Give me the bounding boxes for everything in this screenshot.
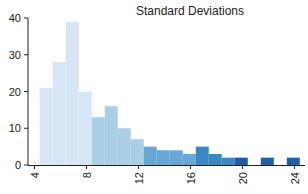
x-tick	[138, 165, 139, 169]
bar	[196, 147, 209, 165]
y-tick	[24, 128, 28, 129]
x-tick-label: 12	[133, 172, 145, 184]
bar	[131, 139, 144, 165]
bar	[40, 88, 53, 165]
bar	[287, 158, 300, 165]
title: Standard Deviations	[136, 4, 244, 18]
bar	[53, 62, 66, 165]
x-tick	[34, 165, 35, 169]
x-tick	[86, 165, 87, 169]
bar	[261, 158, 274, 165]
bar	[144, 147, 157, 165]
y-tick	[24, 18, 28, 19]
bar	[209, 154, 222, 165]
x-tick	[242, 165, 243, 169]
x-tick-label: 16	[185, 172, 197, 184]
bars	[40, 22, 300, 165]
y-tick-label: 10	[9, 122, 21, 134]
y-tick	[24, 165, 28, 166]
y-tick-label: 20	[9, 86, 21, 98]
y-tick-label: 40	[9, 12, 21, 24]
y-tick-label: 30	[9, 49, 21, 61]
bar	[118, 128, 131, 165]
x-tick-label: 8	[81, 172, 93, 178]
bar	[222, 158, 235, 165]
bar	[92, 117, 105, 165]
x-tick	[190, 165, 191, 169]
bar	[157, 150, 170, 165]
x-axis	[28, 165, 305, 166]
bar	[105, 106, 118, 165]
y-tick	[24, 91, 28, 92]
x-tick-label: 20	[237, 172, 249, 184]
x-tick	[294, 165, 295, 169]
bar	[79, 92, 92, 166]
y-tick	[24, 54, 28, 55]
bar	[183, 154, 196, 165]
chart: 0 10 20 30 40 4 8 12 16 20 24 Standard Deviations	[0, 0, 308, 194]
bar	[235, 158, 248, 165]
x-tick-label: 24	[289, 172, 301, 184]
y-tick-label: 0	[15, 159, 21, 171]
bar	[274, 165, 287, 166]
x-tick-label: 4	[29, 172, 41, 178]
bar	[66, 22, 79, 165]
bar	[248, 165, 261, 166]
bar	[170, 150, 183, 165]
